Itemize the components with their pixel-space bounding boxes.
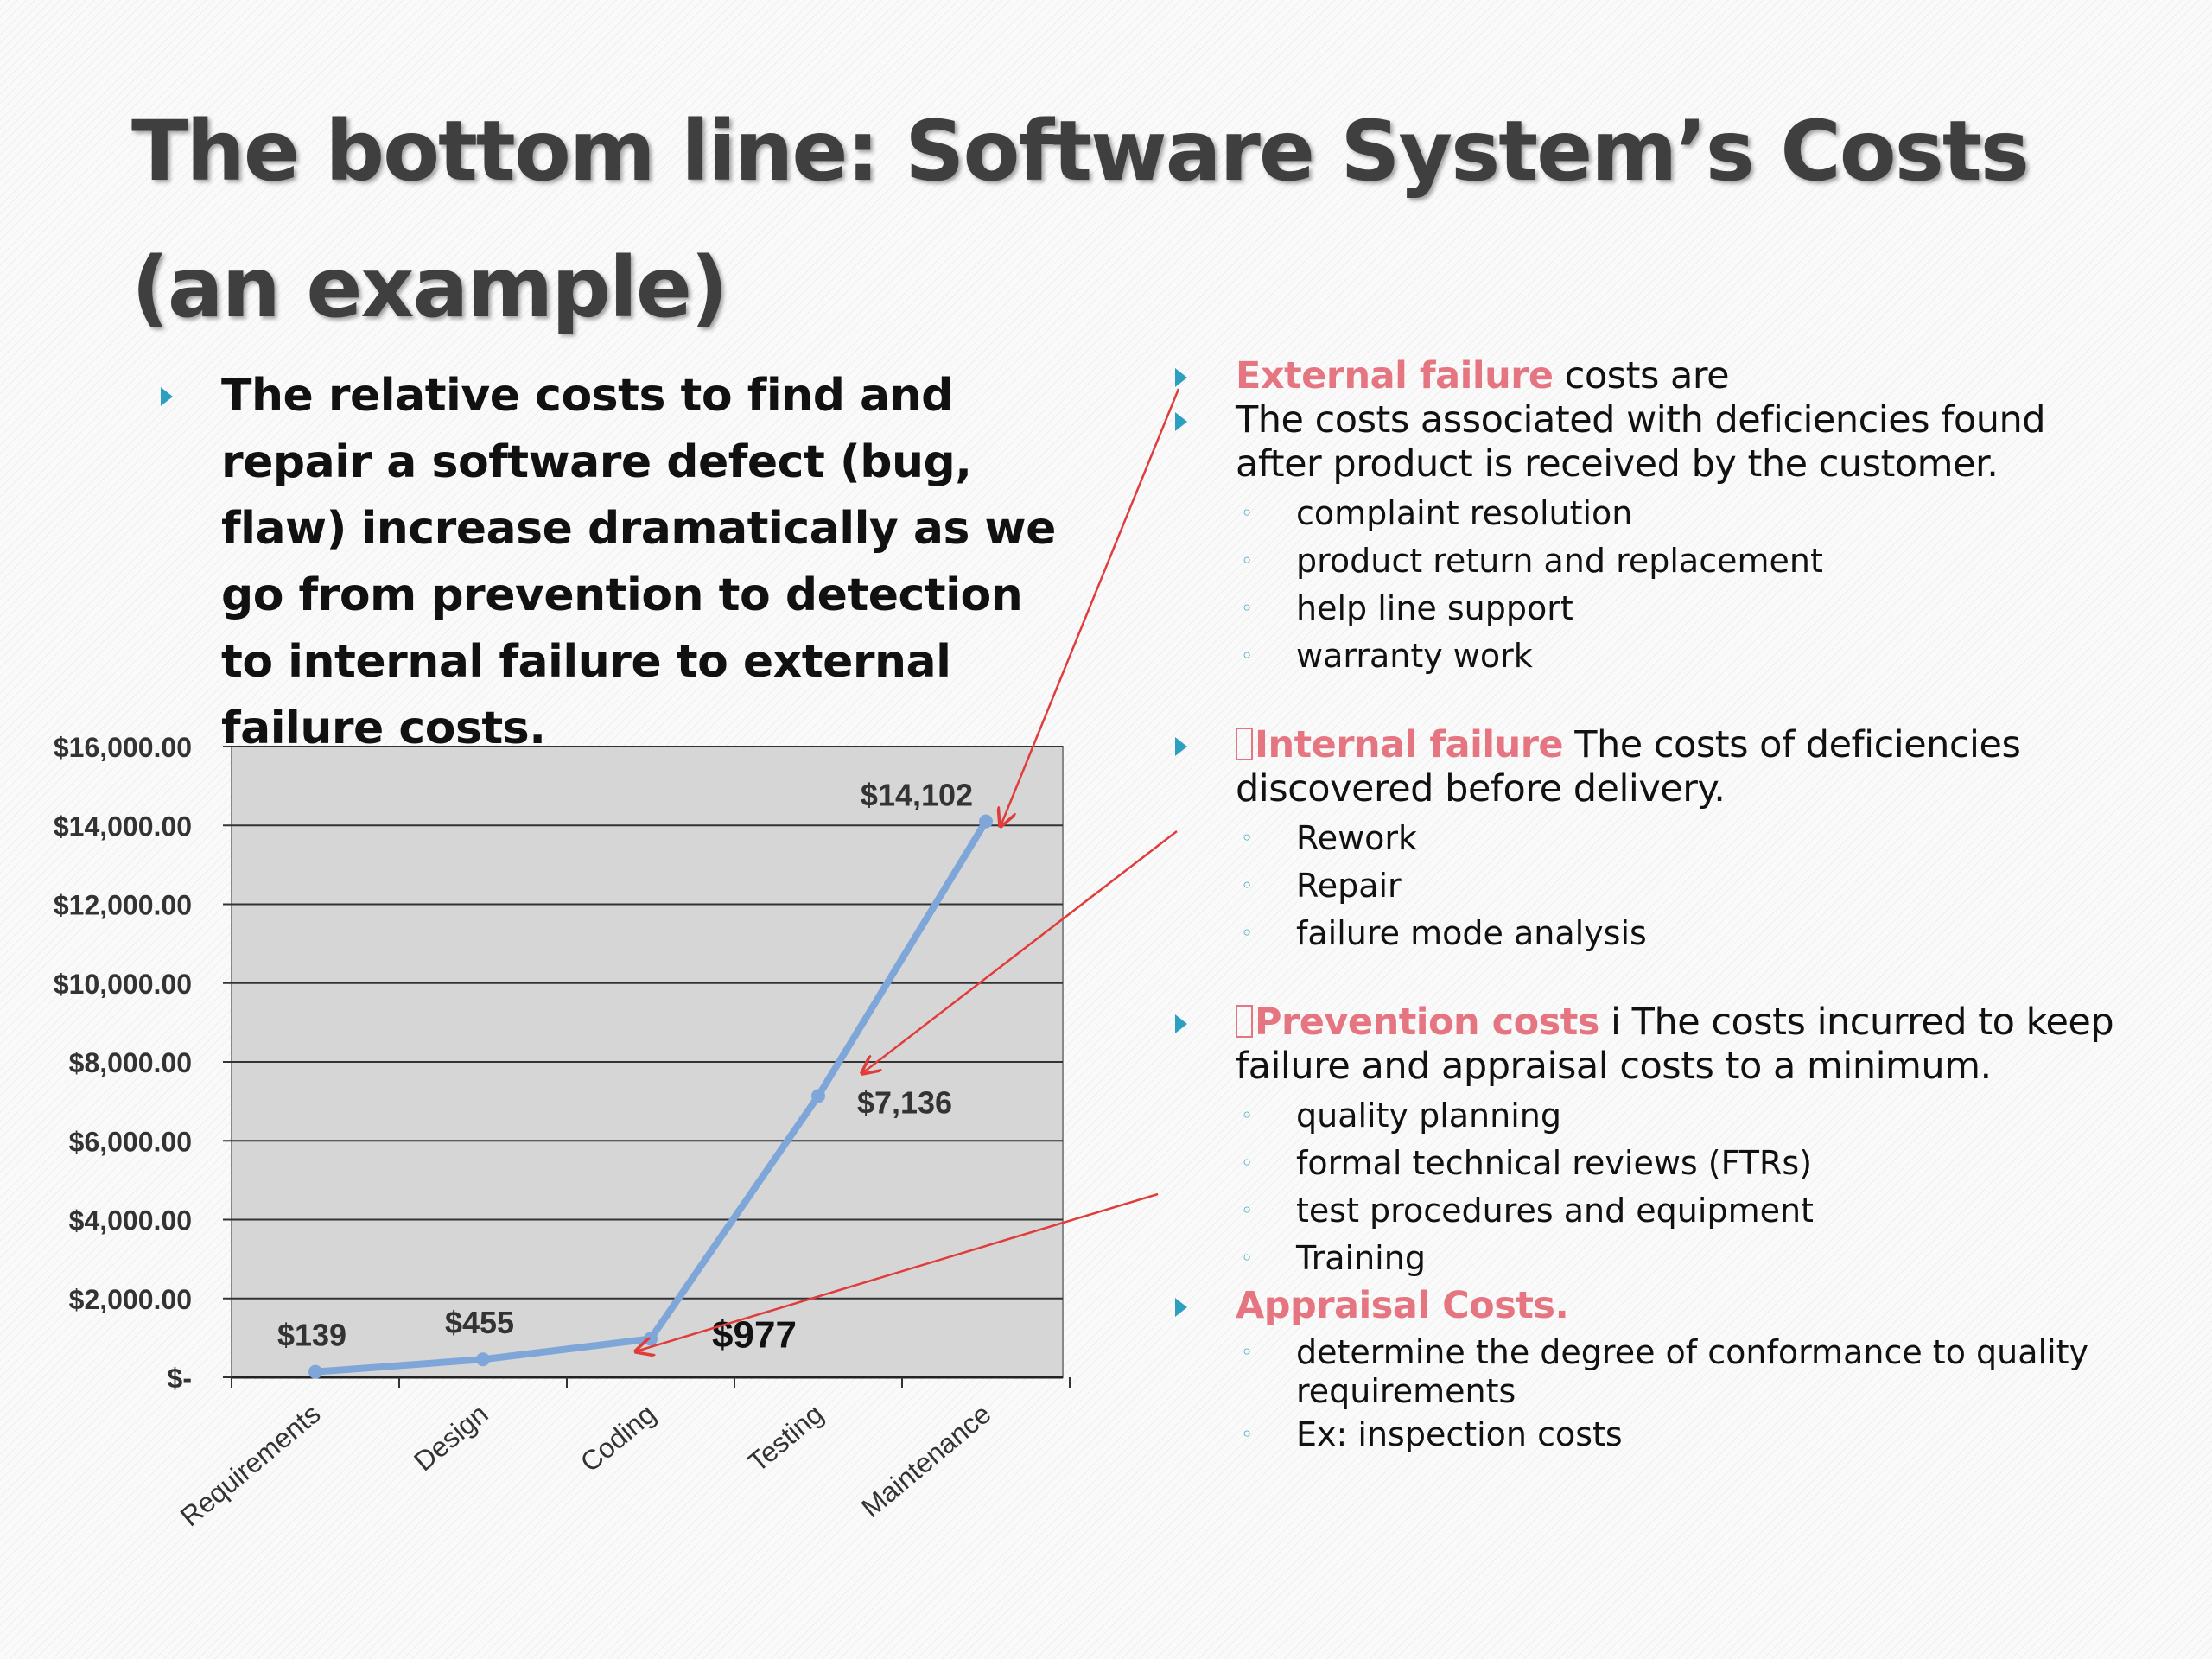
sub-item-text: formal technical reviews (FTRs) xyxy=(1296,1144,1813,1182)
y-tick-label: $- xyxy=(168,1363,192,1394)
missing-glyph-icon xyxy=(1236,728,1253,760)
bullet-arrow-icon xyxy=(1175,368,1187,387)
prevention-items-list: ◦ quality planning ◦ formal technical revie… xyxy=(1175,1092,2126,1282)
y-tick-label: $8,000.00 xyxy=(69,1047,192,1078)
slide-title: The bottom line: Software System’s Costs… xyxy=(131,83,2119,356)
circle-bullet-icon: ◦ xyxy=(1241,921,1254,945)
y-tick-label: $6,000.00 xyxy=(69,1126,192,1157)
sub-item-text: product return and replacement xyxy=(1296,542,1823,580)
data-label: $14,102 xyxy=(861,778,973,813)
circle-bullet-icon: ◦ xyxy=(1241,549,1254,573)
bullet-arrow-icon xyxy=(1175,737,1187,756)
sub-item: ◦ Ex: inspection costs xyxy=(1175,1411,2126,1459)
bullet-arrow-icon xyxy=(1175,1298,1187,1317)
circle-bullet-icon: ◦ xyxy=(1241,1340,1254,1364)
x-tick-label: Maintenance xyxy=(855,1398,997,1523)
appraisal-costs-bullet: Appraisal Costs. xyxy=(1175,1284,2126,1328)
circle-bullet-icon: ◦ xyxy=(1241,874,1254,898)
sub-item: ◦ Rework xyxy=(1175,815,2126,862)
sub-item-text: failure mode analysis xyxy=(1296,914,1647,952)
external-items-list: ◦ complaint resolution ◦ product return and… xyxy=(1175,490,2126,680)
sub-item: ◦ product return and replacement xyxy=(1175,537,2126,585)
circle-bullet-icon: ◦ xyxy=(1241,826,1254,850)
data-point xyxy=(476,1352,490,1367)
data-point xyxy=(811,1089,825,1103)
sub-item-text: quality planning xyxy=(1296,1096,1561,1135)
sub-item: ◦ quality planning xyxy=(1175,1092,2126,1140)
data-label: $455 xyxy=(445,1305,514,1340)
bullet-arrow-icon xyxy=(1175,412,1187,431)
sub-item: ◦ determine the degree of conformance to … xyxy=(1175,1333,2126,1411)
y-tick-label: $12,000.00 xyxy=(54,890,192,921)
sub-item-text: Training xyxy=(1296,1239,1426,1277)
data-point xyxy=(979,814,993,829)
internal-failure-rest: The costs of deficiencies discovered bef… xyxy=(1236,723,2021,810)
cost-chart: $- $2,000.00 $4,000.00 $6,000.00 $8,000.00 $1… xyxy=(54,732,1071,1533)
appraisal-items-list: ◦ determine the degree of conformance to … xyxy=(1175,1333,2126,1459)
data-label: $139 xyxy=(277,1318,346,1353)
circle-bullet-icon: ◦ xyxy=(1241,644,1254,668)
sub-item: ◦ Training xyxy=(1175,1235,2126,1282)
right-column: External failure costs are The costs ass… xyxy=(1175,354,2126,1459)
data-label: $7,136 xyxy=(857,1084,952,1120)
y-tick-label: $14,000.00 xyxy=(54,810,192,842)
y-tick-label: $10,000.00 xyxy=(54,969,192,1000)
x-tick-label: Coding xyxy=(575,1398,662,1478)
circle-bullet-icon: ◦ xyxy=(1241,596,1254,620)
x-tick-label: Requirements xyxy=(175,1398,327,1533)
sub-item-text: Rework xyxy=(1296,819,1418,857)
sub-item: ◦ warranty work xyxy=(1175,632,2126,680)
sub-item-text: help line support xyxy=(1296,589,1573,627)
external-failure-label: External failure xyxy=(1236,354,1554,397)
data-label: $977 xyxy=(712,1313,797,1356)
y-tick-label: $4,000.00 xyxy=(69,1205,192,1236)
circle-bullet-icon: ◦ xyxy=(1241,1151,1254,1175)
sub-item: ◦ failure mode analysis xyxy=(1175,910,2126,957)
sub-item-text: warranty work xyxy=(1296,637,1533,675)
sub-item-text: complaint resolution xyxy=(1296,494,1633,532)
sub-item: ◦ help line support xyxy=(1175,585,2126,632)
sub-item-text: determine the degree of conformance to q… xyxy=(1296,1333,2089,1410)
sub-item-text: test procedures and equipment xyxy=(1296,1192,1814,1230)
internal-items-list: ◦ Rework ◦ Repair ◦ failure mode analysis xyxy=(1175,815,2126,957)
circle-bullet-icon: ◦ xyxy=(1241,1246,1254,1270)
external-failure-bullet: External failure costs are xyxy=(1175,354,2126,398)
data-point xyxy=(644,1332,658,1346)
intro-text: The relative costs to find and repair a … xyxy=(221,370,1056,754)
internal-failure-label: Internal failure xyxy=(1255,723,1564,766)
sub-item: ◦ formal technical reviews (FTRs) xyxy=(1175,1140,2126,1187)
prevention-costs-bullet: Prevention costs i The costs incurred to… xyxy=(1175,1001,2126,1089)
bullet-arrow-icon xyxy=(1175,1014,1187,1033)
sub-item: ◦ test procedures and equipment xyxy=(1175,1187,2126,1235)
external-failure-rest: costs are xyxy=(1553,354,1730,397)
circle-bullet-icon: ◦ xyxy=(1241,501,1254,525)
data-point xyxy=(308,1364,322,1379)
title-line-1: The bottom line: Software System’s Costs xyxy=(131,103,2030,200)
internal-failure-bullet: Internal failure The costs of deficienci… xyxy=(1175,723,2126,811)
missing-glyph-icon xyxy=(1236,1005,1253,1038)
prevention-costs-rest: i The costs incurred to keep failure and… xyxy=(1236,1001,2114,1088)
y-tick-label: $2,000.00 xyxy=(69,1284,192,1315)
appraisal-costs-label: Appraisal Costs. xyxy=(1236,1284,1569,1327)
circle-bullet-icon: ◦ xyxy=(1241,1198,1254,1223)
y-tick-label: $16,000.00 xyxy=(54,732,192,763)
circle-bullet-icon: ◦ xyxy=(1241,1103,1254,1128)
x-tick-label: Testing xyxy=(742,1398,830,1478)
title-line-2: (an example) xyxy=(131,239,728,336)
external-failure-definition: The costs associated with deficiencies f… xyxy=(1175,398,2126,486)
external-definition-text: The costs associated with deficiencies f… xyxy=(1236,398,2046,486)
x-tick-label: Design xyxy=(408,1398,493,1478)
prevention-costs-label: Prevention costs xyxy=(1255,1001,1599,1044)
intro-bullet: The relative costs to find and repair a … xyxy=(161,363,1077,762)
sub-item: ◦ Repair xyxy=(1175,862,2126,910)
bullet-arrow-icon xyxy=(161,387,173,406)
circle-bullet-icon: ◦ xyxy=(1241,1422,1254,1446)
sub-item-text: Repair xyxy=(1296,867,1402,905)
sub-item: ◦ complaint resolution xyxy=(1175,490,2126,537)
sub-item-text: Ex: inspection costs xyxy=(1296,1415,1623,1453)
